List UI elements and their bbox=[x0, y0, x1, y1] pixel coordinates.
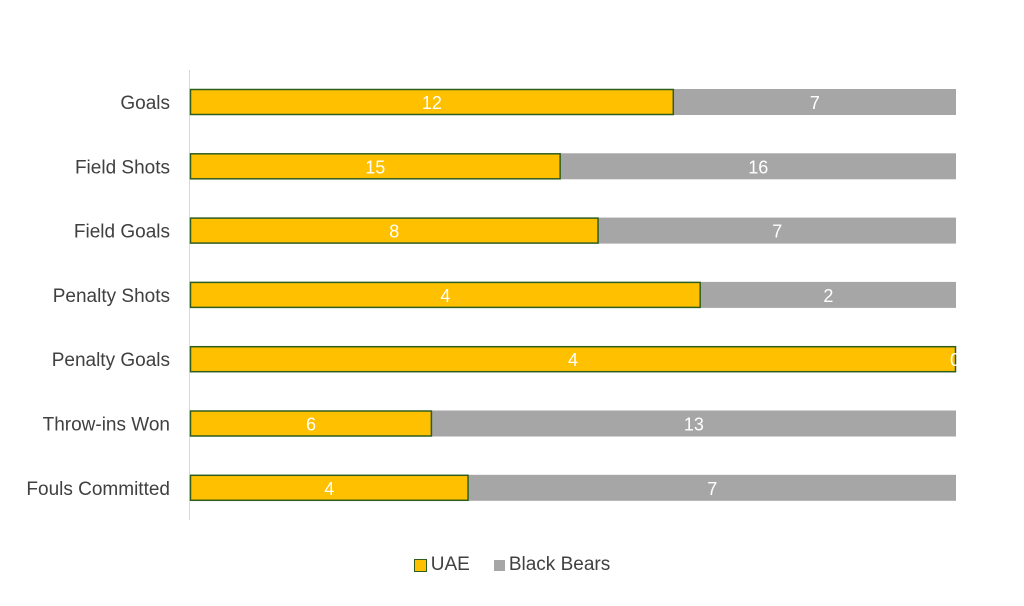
bar-uae-field-goals bbox=[189, 217, 599, 244]
legend-swatch-black-bears bbox=[493, 559, 505, 571]
category-label-throw-ins-won: Throw-ins Won bbox=[43, 415, 170, 436]
value-label-uae-throw-ins-won: 6 bbox=[306, 415, 316, 435]
category-label-fouls-committed: Fouls Committed bbox=[26, 479, 170, 500]
legend-item-uae: UAE bbox=[413, 554, 470, 576]
value-label-black-bears-fouls-committed: 7 bbox=[707, 479, 717, 499]
value-label-uae-penalty-goals: 4 bbox=[568, 350, 578, 370]
bar-uae-field-shots bbox=[189, 153, 561, 180]
category-label-penalty-shots: Penalty Shots bbox=[53, 286, 170, 307]
value-label-black-bears-penalty-shots: 2 bbox=[823, 286, 833, 306]
legend-swatch-uae bbox=[413, 558, 427, 572]
value-label-uae-field-shots: 15 bbox=[365, 157, 385, 177]
bar-black-bears-penalty-shots bbox=[700, 281, 956, 308]
labels-layer: Goals 12 7 Field Shots 15 16 Field Goals 8 7 Pena… bbox=[26, 93, 960, 500]
bar-black-bears-throw-ins-won bbox=[431, 410, 956, 437]
category-label-field-shots: Field Shots bbox=[75, 157, 170, 178]
value-label-uae-goals: 12 bbox=[422, 93, 442, 113]
chart-legend: UAE Black Bears bbox=[0, 554, 1024, 576]
category-label-goals: Goals bbox=[120, 93, 170, 114]
value-label-uae-fouls-committed: 4 bbox=[324, 479, 334, 499]
value-label-uae-field-goals: 8 bbox=[389, 222, 399, 242]
bars-layer bbox=[189, 88, 957, 502]
category-label-field-goals: Field Goals bbox=[74, 222, 170, 243]
bar-black-bears-fouls-committed bbox=[468, 474, 956, 501]
value-label-black-bears-penalty-goals: 0 bbox=[950, 350, 960, 370]
legend-label-black-bears: Black Bears bbox=[508, 554, 611, 575]
value-label-black-bears-throw-ins-won: 13 bbox=[684, 415, 704, 435]
bar-black-bears-field-goals bbox=[598, 217, 956, 244]
bar-black-bears-goals bbox=[673, 89, 956, 115]
bar-uae-throw-ins-won bbox=[189, 410, 433, 437]
bar-uae-fouls-committed bbox=[189, 474, 469, 502]
bar-black-bears-field-shots bbox=[560, 153, 956, 180]
value-label-black-bears-goals: 7 bbox=[810, 93, 820, 113]
bar-uae-penalty-shots bbox=[189, 281, 701, 309]
bar-uae-penalty-goals bbox=[189, 345, 957, 373]
value-label-black-bears-field-goals: 7 bbox=[772, 222, 782, 242]
legend-item-black-bears: Black Bears bbox=[493, 554, 611, 576]
bar-uae-goals bbox=[189, 88, 675, 116]
value-label-uae-penalty-shots: 4 bbox=[440, 286, 450, 306]
value-label-black-bears-field-shots: 16 bbox=[748, 157, 768, 177]
category-label-penalty-goals: Penalty Goals bbox=[52, 350, 170, 371]
legend-label-uae: UAE bbox=[430, 554, 470, 575]
